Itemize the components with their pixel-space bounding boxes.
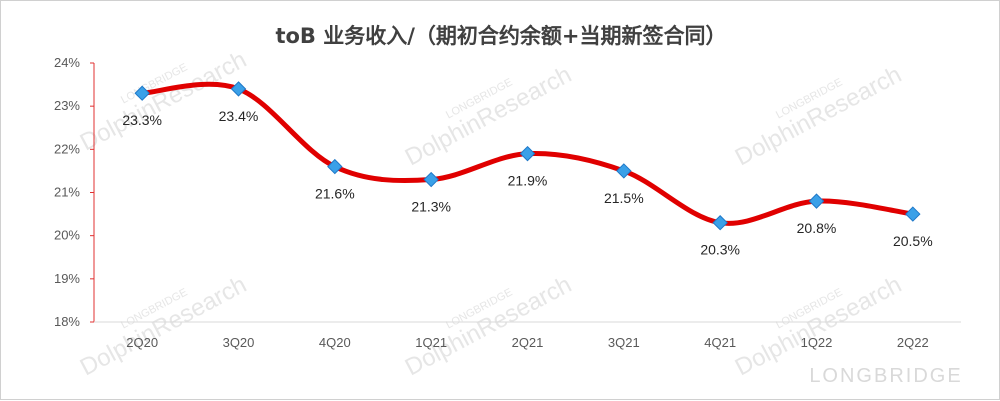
- data-label: 21.3%: [411, 199, 451, 215]
- data-point: [808, 193, 825, 209]
- data-label: 20.3%: [700, 242, 740, 258]
- data-point: [230, 81, 247, 97]
- x-tick-label: 4Q21: [704, 335, 736, 350]
- y-tick-label: 18%: [54, 314, 80, 329]
- data-label: 21.6%: [315, 186, 355, 202]
- axes: 18% 19% 20% 21% 22% 23% 24% 2Q20 3Q20 4Q20 1Q21 2Q2…: [54, 55, 961, 350]
- y-tick-label: 19%: [54, 271, 80, 286]
- x-tick-label: 1Q22: [801, 335, 833, 350]
- data-point: [712, 215, 728, 231]
- watermark-brand: LONGBRIDGE: [809, 365, 962, 387]
- x-tick-label: 3Q21: [608, 335, 640, 350]
- data-label: 20.8%: [797, 220, 837, 236]
- x-tick-label: 1Q21: [415, 335, 447, 350]
- y-tick-label: 23%: [54, 98, 80, 113]
- series-layer: 23.3% 23.4% 21.6% 21.3% 21.9% 21.5% 20.3% 20.8%…: [122, 81, 933, 258]
- watermark-text: DolphinResearch: [76, 46, 251, 156]
- data-point: [905, 206, 921, 222]
- y-tick-label: 24%: [54, 55, 80, 70]
- data-point: [616, 163, 632, 179]
- x-tick-label: 2Q22: [897, 335, 929, 350]
- data-point: [327, 158, 343, 175]
- x-tick-label: 3Q20: [223, 335, 255, 350]
- data-label: 21.9%: [508, 173, 548, 189]
- chart-title: toB 业务收入/（期初合约余额+当期新签合同）: [275, 24, 726, 48]
- watermark-text: DolphinResearch: [731, 61, 906, 171]
- x-tick-label: 2Q21: [512, 335, 544, 350]
- y-tick-label: 21%: [54, 185, 80, 200]
- data-label: 21.5%: [604, 190, 644, 206]
- x-tick-label: 4Q20: [319, 335, 351, 350]
- data-point: [519, 145, 536, 162]
- x-tick-label: 2Q20: [126, 335, 158, 350]
- watermark-text: DolphinResearch: [401, 271, 576, 381]
- data-label: 23.4%: [219, 108, 259, 124]
- data-point: [134, 85, 150, 101]
- data-label: 23.3%: [122, 112, 162, 128]
- watermark-text: DolphinResearch: [76, 271, 251, 381]
- y-tick-label: 22%: [54, 141, 80, 156]
- y-tick-label: 20%: [54, 228, 80, 243]
- data-label: 20.5%: [893, 233, 933, 249]
- data-point: [423, 171, 439, 188]
